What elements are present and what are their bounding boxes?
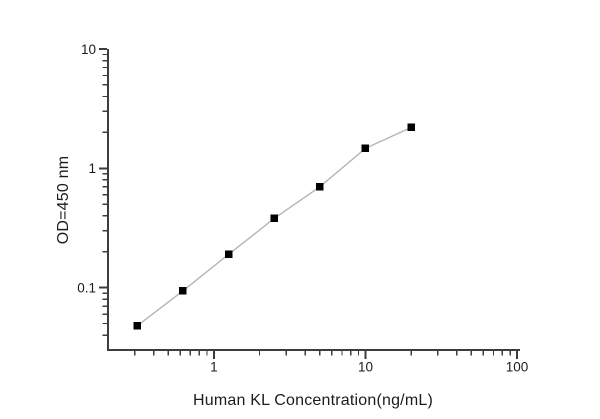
data-point-marker	[179, 287, 187, 295]
y-tick-label: 0.1	[77, 280, 96, 295]
x-tick-label: 100	[506, 360, 529, 375]
data-point-marker	[133, 321, 142, 330]
x-tick-label: 10	[358, 360, 373, 375]
data-point-marker	[407, 123, 415, 132]
series-line	[136, 126, 412, 327]
data-point-marker	[361, 144, 370, 153]
y-axis-title: OD=450 nm	[55, 155, 72, 245]
x-axis-title: Human KL Concentration(ng/mL)	[193, 392, 433, 409]
data-point-marker	[224, 250, 233, 259]
x-tick-label: 1	[210, 360, 218, 375]
data-point-marker	[316, 183, 324, 191]
y-tick-label: 10	[81, 42, 96, 57]
y-tick-label: 1	[88, 161, 96, 176]
data-point-marker	[270, 214, 278, 223]
